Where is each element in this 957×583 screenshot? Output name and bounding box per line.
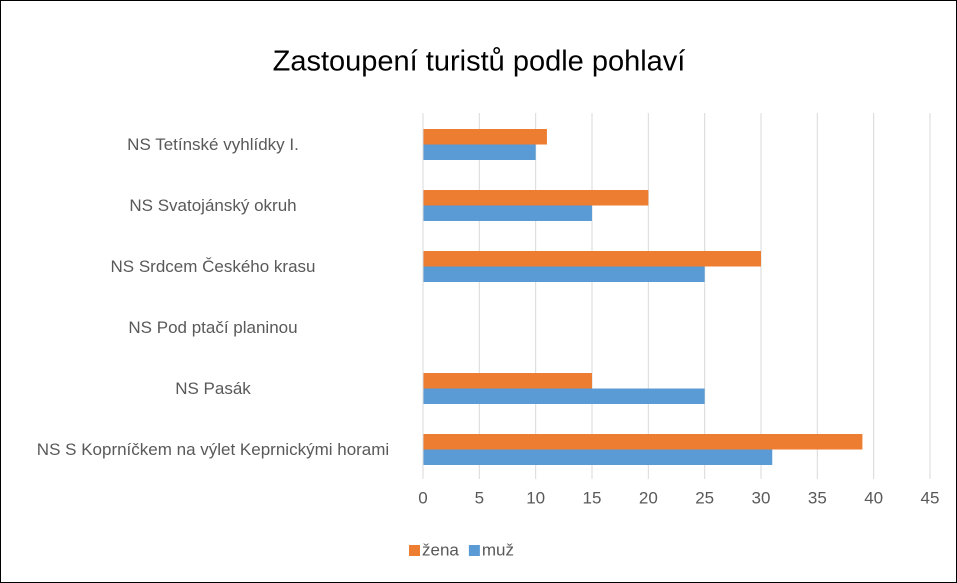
x-tick-label: 5 bbox=[475, 488, 484, 507]
y-tick-label: NS Tetínské vyhlídky I. bbox=[127, 134, 299, 154]
bar bbox=[423, 434, 863, 450]
x-tick-label: 45 bbox=[921, 488, 940, 507]
x-tick-label: 30 bbox=[752, 488, 771, 507]
x-tick-label: 15 bbox=[583, 488, 602, 507]
legend-swatch bbox=[468, 545, 480, 556]
y-tick-label: NS S Koprníčkem na výlet Keprnickými hor… bbox=[36, 439, 390, 459]
bar bbox=[423, 373, 592, 389]
x-tick-label: 35 bbox=[808, 488, 827, 507]
x-tick-label: 20 bbox=[639, 488, 658, 507]
y-tick-label: NS Pasák bbox=[175, 378, 251, 398]
y-tick-label: NS Pod ptačí planinou bbox=[128, 317, 298, 337]
x-tick-label: 40 bbox=[864, 488, 883, 507]
x-tick-label: 0 bbox=[418, 488, 427, 507]
bar bbox=[423, 144, 536, 160]
bar bbox=[423, 251, 761, 267]
chart-title: Zastoupení turistů podle pohlaví bbox=[273, 46, 686, 78]
legend-label: muž bbox=[482, 540, 514, 559]
y-tick-label: NS Svatojánský okruh bbox=[129, 195, 297, 215]
x-tick-label: 25 bbox=[695, 488, 714, 507]
bar bbox=[423, 388, 705, 404]
bar bbox=[423, 190, 649, 206]
x-tick-label: 10 bbox=[526, 488, 545, 507]
bar bbox=[423, 205, 592, 221]
bar bbox=[423, 266, 705, 282]
bar bbox=[423, 449, 773, 465]
legend-label: žena bbox=[422, 540, 459, 559]
bar bbox=[423, 129, 547, 145]
legend-swatch bbox=[409, 545, 420, 556]
y-tick-label: NS Srdcem Českého krasu bbox=[110, 256, 316, 276]
